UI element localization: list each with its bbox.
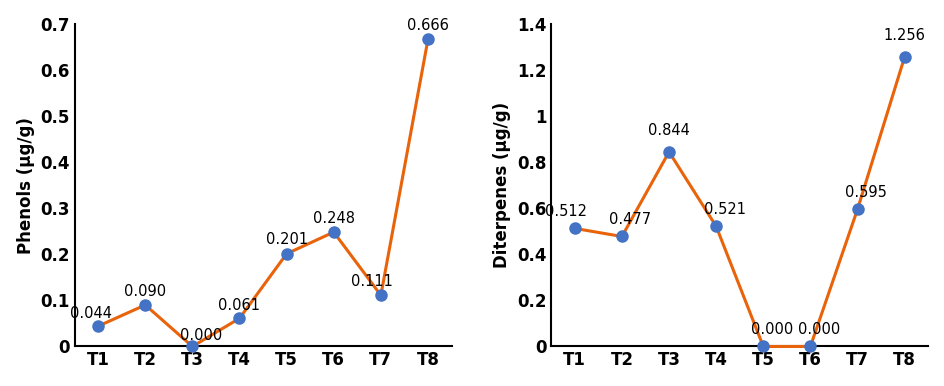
Text: 0.111: 0.111 (351, 274, 393, 289)
Text: 0.090: 0.090 (124, 283, 166, 298)
Text: 0.201: 0.201 (265, 232, 308, 247)
Text: 0.512: 0.512 (545, 204, 587, 219)
Text: 0.000: 0.000 (179, 328, 222, 343)
Text: 0.044: 0.044 (70, 306, 112, 321)
Text: 0.000: 0.000 (797, 322, 839, 337)
Text: 0.000: 0.000 (750, 322, 792, 337)
Text: 0.844: 0.844 (648, 123, 689, 138)
Y-axis label: Phenols (μg/g): Phenols (μg/g) (17, 117, 35, 254)
Text: 0.061: 0.061 (218, 298, 261, 313)
Text: 0.666: 0.666 (407, 18, 448, 33)
Y-axis label: Diterpenes (μg/g): Diterpenes (μg/g) (493, 102, 511, 268)
Text: 0.248: 0.248 (312, 211, 354, 226)
Text: 0.595: 0.595 (844, 185, 886, 200)
Text: 0.477: 0.477 (609, 212, 650, 227)
Text: 1.256: 1.256 (883, 28, 924, 43)
Text: 0.521: 0.521 (703, 202, 745, 217)
